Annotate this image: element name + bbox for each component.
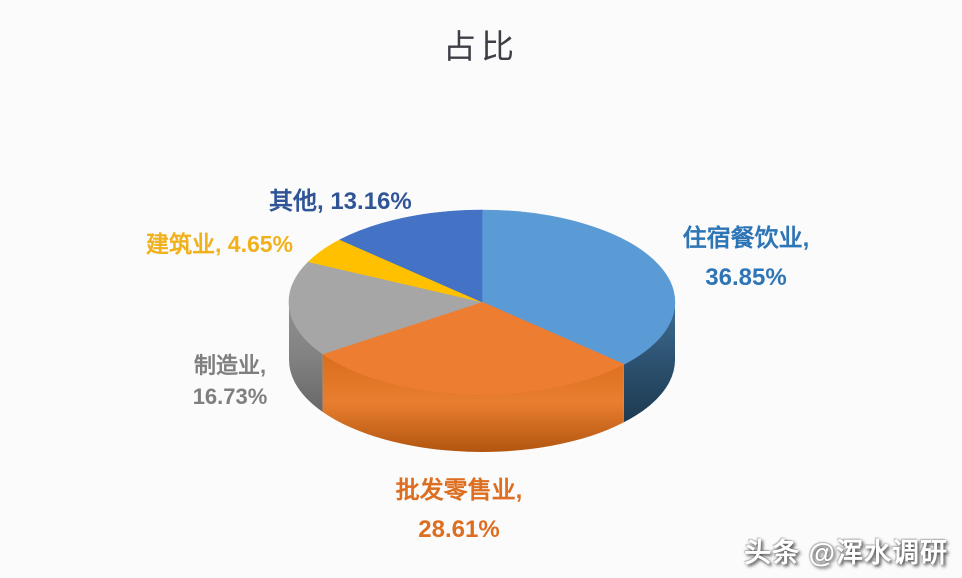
label-wholesale-retail-name: 批发零售业, <box>395 477 523 504</box>
pie-slice-制造业 <box>288 261 484 355</box>
label-other-text: 其他, 13.16% <box>269 188 412 215</box>
pie-side-批发零售业 <box>322 353 624 452</box>
label-other: 其他, 13.16% <box>269 181 412 216</box>
label-wholesale-retail: 批发零售业, 28.61% <box>347 471 571 549</box>
chart-title: 占比 <box>443 30 519 66</box>
label-manufacturing: 制造业, 16.73% <box>148 350 312 412</box>
label-wholesale-retail-value: 28.61% <box>418 516 500 543</box>
label-manufacturing-value: 16.73% <box>192 384 268 409</box>
label-manufacturing-name: 制造业, <box>193 353 267 378</box>
pie-slice-住宿餐饮业 <box>481 209 676 365</box>
label-hotel-restaurant-value: 36.85% <box>705 264 787 291</box>
label-hotel-restaurant-name: 住宿餐饮业, <box>682 225 810 252</box>
label-construction-text: 建筑业, 4.65% <box>146 231 293 257</box>
label-construction: 建筑业, 4.65% <box>146 225 293 259</box>
pie-side-住宿餐饮业 <box>623 302 675 423</box>
pie-slice-批发零售业 <box>321 301 625 395</box>
pie-slice-其他 <box>339 209 483 303</box>
label-hotel-restaurant: 住宿餐饮业, 36.85% <box>634 219 858 297</box>
watermark: 头条 @浑水调研 <box>744 538 948 568</box>
